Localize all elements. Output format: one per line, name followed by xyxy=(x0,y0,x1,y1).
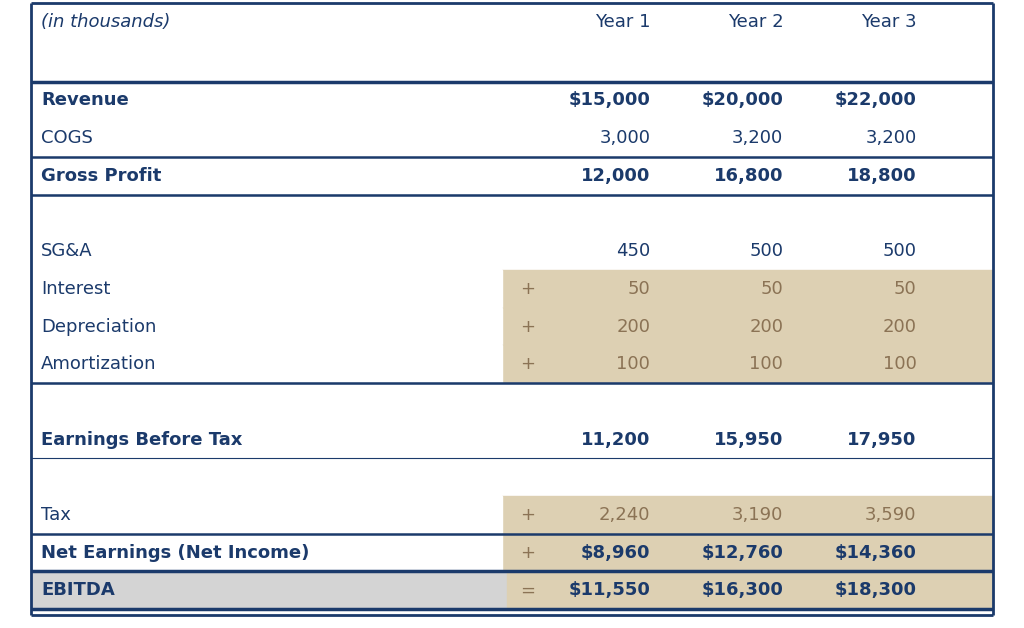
Text: $18,300: $18,300 xyxy=(835,582,916,599)
Text: 11,200: 11,200 xyxy=(581,431,650,448)
Text: 200: 200 xyxy=(883,318,916,335)
Text: +: + xyxy=(520,318,535,335)
Text: $14,360: $14,360 xyxy=(835,544,916,561)
Text: Tax: Tax xyxy=(41,506,71,524)
Text: 3,000: 3,000 xyxy=(599,129,650,147)
Text: $22,000: $22,000 xyxy=(835,92,916,109)
Bar xyxy=(31,383,993,421)
Bar xyxy=(31,534,502,571)
Text: 50: 50 xyxy=(628,280,650,298)
Text: 3,200: 3,200 xyxy=(732,129,783,147)
Bar xyxy=(31,157,993,195)
Text: 3,200: 3,200 xyxy=(865,129,916,147)
Text: Year 1: Year 1 xyxy=(595,13,650,31)
Text: $8,960: $8,960 xyxy=(581,544,650,561)
Text: 2,240: 2,240 xyxy=(599,506,650,524)
Text: =: = xyxy=(520,582,535,599)
Text: $16,300: $16,300 xyxy=(701,582,783,599)
Bar xyxy=(31,232,993,270)
Text: Amortization: Amortization xyxy=(41,355,157,373)
Text: 100: 100 xyxy=(750,355,783,373)
Bar xyxy=(502,308,993,345)
Bar xyxy=(31,119,993,157)
Text: +: + xyxy=(520,544,535,561)
Text: $12,760: $12,760 xyxy=(701,544,783,561)
Text: $20,000: $20,000 xyxy=(701,92,783,109)
Bar xyxy=(31,308,502,345)
Text: 3,190: 3,190 xyxy=(732,506,783,524)
Bar xyxy=(31,458,993,496)
Text: Depreciation: Depreciation xyxy=(41,318,157,335)
Text: Net Earnings (Net Income): Net Earnings (Net Income) xyxy=(41,544,309,561)
Bar xyxy=(507,571,993,609)
Text: 200: 200 xyxy=(750,318,783,335)
Bar xyxy=(31,421,993,458)
Text: COGS: COGS xyxy=(41,129,93,147)
Text: Earnings Before Tax: Earnings Before Tax xyxy=(41,431,243,448)
Text: 15,950: 15,950 xyxy=(714,431,783,448)
Text: +: + xyxy=(520,355,535,373)
Text: $11,550: $11,550 xyxy=(568,582,650,599)
Text: 50: 50 xyxy=(761,280,783,298)
Bar xyxy=(502,496,993,534)
Bar xyxy=(31,270,502,308)
Text: 17,950: 17,950 xyxy=(847,431,916,448)
Text: 500: 500 xyxy=(883,242,916,260)
Bar xyxy=(502,534,993,571)
Bar xyxy=(502,345,993,383)
Text: 18,800: 18,800 xyxy=(847,167,916,185)
Bar xyxy=(31,195,993,232)
Text: +: + xyxy=(520,280,535,298)
Bar xyxy=(31,82,993,119)
Text: +: + xyxy=(520,506,535,524)
Text: Interest: Interest xyxy=(41,280,111,298)
Text: 500: 500 xyxy=(750,242,783,260)
Text: Gross Profit: Gross Profit xyxy=(41,167,162,185)
Text: 3,590: 3,590 xyxy=(865,506,916,524)
Text: EBITDA: EBITDA xyxy=(41,582,115,599)
Text: Revenue: Revenue xyxy=(41,92,129,109)
Bar xyxy=(31,496,502,534)
Text: 100: 100 xyxy=(616,355,650,373)
Text: (in thousands): (in thousands) xyxy=(41,13,170,31)
Text: SG&A: SG&A xyxy=(41,242,92,260)
Text: 450: 450 xyxy=(616,242,650,260)
Text: Year 2: Year 2 xyxy=(728,13,783,31)
Text: $15,000: $15,000 xyxy=(568,92,650,109)
Bar xyxy=(31,345,502,383)
Text: 200: 200 xyxy=(616,318,650,335)
Text: 50: 50 xyxy=(894,280,916,298)
Bar xyxy=(31,571,507,609)
Text: 16,800: 16,800 xyxy=(714,167,783,185)
Bar xyxy=(502,270,993,308)
Text: 12,000: 12,000 xyxy=(581,167,650,185)
Text: Year 3: Year 3 xyxy=(861,13,916,31)
Text: 100: 100 xyxy=(883,355,916,373)
